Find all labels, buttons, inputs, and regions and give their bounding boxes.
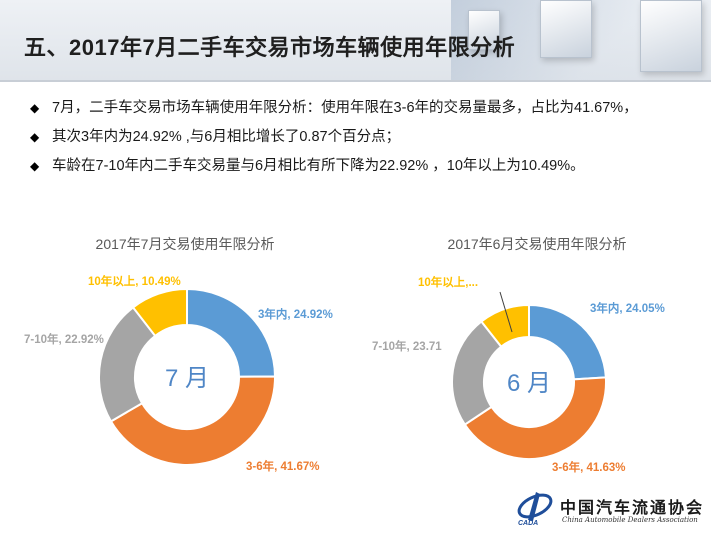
donut-slice-4	[131, 287, 188, 338]
decorative-cube	[468, 10, 500, 50]
bullet-item: ◆ 其次3年内为24.92% ,与6月相比增长了0.87个百分点；	[30, 125, 690, 150]
diamond-icon: ◆	[30, 101, 40, 115]
donut-chart-june: 2017年6月交易使用年限分析 3年内, 24.05% 3-6年, 41.63% 7…	[372, 226, 702, 506]
donut-slice-2	[463, 376, 607, 460]
data-label: 10年以上,...	[418, 275, 478, 289]
data-label-leader-line	[499, 291, 513, 333]
bullet-list: ◆ 7月，二手车交易市场车辆使用年限分析：使用年限在3-6年的交易量最多，占比为4…	[30, 96, 690, 183]
donut-center-label: 7 月	[165, 365, 209, 392]
chart-title: 2017年6月交易使用年限分析	[447, 236, 627, 252]
donut-svg: 3年内, 24.92% 3-6年, 41.67% 7-10年, 22.92% 10年以…	[24, 274, 333, 473]
data-label: 3-6年, 41.63%	[552, 460, 626, 474]
data-label: 3-6年, 41.67%	[246, 459, 320, 473]
data-label: 3年内, 24.92%	[258, 307, 333, 321]
cada-logo: CADA 中国汽车流通协会 China Automobile Dealers A…	[512, 486, 708, 534]
data-label: 3年内, 24.05%	[590, 301, 665, 315]
slide-header: 五、2017年7月二手车交易市场车辆使用年限分析	[0, 0, 711, 82]
donut-center-label: 6 月	[507, 370, 551, 397]
bullet-item: ◆ 车龄在7-10年内二手车交易量与6月相比有所下降为22.92% ，10年以上为…	[30, 154, 690, 179]
logo-subtitle: China Automobile Dealers Association	[562, 516, 698, 524]
donut-slice-1	[528, 303, 607, 381]
data-label: 7-10年, 23.71	[372, 339, 442, 353]
bullet-item: ◆ 7月，二手车交易市场车辆使用年限分析：使用年限在3-6年的交易量最多，占比为4…	[30, 96, 690, 121]
chart-title: 2017年7月交易使用年限分析	[95, 236, 275, 252]
cada-logo-icon	[517, 492, 553, 521]
bullet-text: 7月，二手车交易市场车辆使用年限分析：使用年限在3-6年的交易量最多，占比为41…	[52, 100, 638, 116]
diamond-icon: ◆	[30, 159, 40, 173]
bullet-text: 其次3年内为24.92% ,与6月相比增长了0.87个百分点；	[52, 129, 401, 145]
data-label: 10年以上, 10.49%	[88, 274, 181, 288]
donut-chart-july: 2017年7月交易使用年限分析 3年内, 24.92% 3-6年, 41.67% 7…	[20, 226, 350, 506]
decorative-cube	[640, 0, 702, 72]
slide-title: 五、2017年7月二手车交易市场车辆使用年限分析	[24, 35, 516, 60]
data-label: 7-10年, 22.92%	[24, 332, 104, 346]
logo-abbr: CADA	[518, 520, 539, 527]
bullet-text: 车龄在7-10年内二手车交易量与6月相比有所下降为22.92% ，10年以上为1…	[52, 158, 585, 174]
donut-slice-2	[109, 375, 276, 466]
diamond-icon: ◆	[30, 130, 40, 144]
donut-svg: 3年内, 24.05% 3-6年, 41.63% 7-10年, 23.71 10年以上…	[372, 275, 665, 474]
logo-name: 中国汽车流通协会	[560, 498, 705, 517]
donut-slice-4	[479, 303, 530, 349]
decorative-cube	[540, 0, 592, 58]
donut-slice-1	[186, 287, 277, 378]
